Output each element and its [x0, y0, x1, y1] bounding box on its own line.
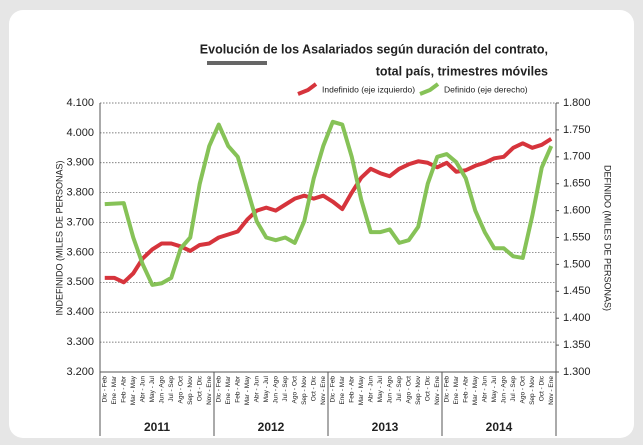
- x-tick-label: Oct - Dic: [424, 375, 431, 401]
- x-tick-label: Jun - Ago: [386, 376, 393, 404]
- y2-tick-label: 1.350: [563, 339, 591, 351]
- x-tick-label: Jul - Sep: [396, 376, 403, 402]
- x-tick-label: Ago - Oct: [519, 376, 526, 404]
- y2-tick-label: 1.650: [563, 178, 591, 190]
- y2-tick-label: 1.550: [563, 231, 591, 243]
- y-axis-label: INDEFINIDO (MILES DE PERSONAS): [54, 160, 64, 315]
- x-tick-label: Feb - Abr: [120, 375, 127, 403]
- x-tick-label: Ago - Oct: [177, 376, 184, 404]
- legend-swatch: [297, 82, 318, 96]
- legend-label: Indefinido (eje izquierdo): [322, 84, 415, 94]
- x-tick-label: Sep - Nov: [187, 375, 194, 405]
- x-tick-label: Sep - Nov: [301, 375, 308, 405]
- chart-subtitle: total país, trimestres móviles: [376, 64, 548, 78]
- x-tick-label: Ago - Oct: [405, 376, 412, 404]
- y2-tick-label: 1.400: [563, 312, 591, 324]
- x-tick-label: Dic - Feb: [101, 376, 108, 403]
- x-tick-label: Abr - Jun: [139, 376, 146, 403]
- x-tick-label: Feb - Abr: [462, 375, 469, 403]
- legend-swatch: [419, 82, 440, 96]
- x-tick-label: Jul - Sep: [168, 376, 175, 402]
- x-tick-label: May - Jul: [263, 375, 270, 402]
- card: [9, 10, 634, 438]
- x-tick-label: Oct - Dic: [196, 375, 203, 401]
- y-tick-label: 3.300: [66, 336, 94, 348]
- chart-title: Evolución de los Asalariados según durac…: [200, 42, 548, 56]
- year-label: 2013: [372, 420, 399, 434]
- x-tick-label: Feb - Abr: [234, 375, 241, 403]
- x-tick-label: Sep - Nov: [415, 375, 422, 405]
- x-tick-label: Jul - Sep: [510, 376, 517, 402]
- x-tick-label: Oct - Dic: [310, 375, 317, 401]
- series-line: [104, 137, 553, 285]
- y2-axis-label: DEFINIDO (MILES DE PERSONAS): [603, 165, 613, 311]
- y2-tick-label: 1.450: [563, 285, 591, 297]
- title-bar: [207, 61, 267, 65]
- x-tick-label: Mar - May: [244, 375, 251, 405]
- x-tick-label: Abr - Jun: [481, 376, 488, 403]
- y-tick-label: 3.800: [66, 187, 94, 199]
- y2-tick-label: 1.750: [563, 124, 591, 136]
- x-tick-label: Mar - May: [358, 375, 365, 405]
- y-tick-label: 3.600: [66, 246, 94, 258]
- x-tick-label: May - Jul: [149, 375, 156, 402]
- x-tick-label: Ene - Mar: [453, 375, 460, 404]
- y-tick-label: 3.900: [66, 157, 94, 169]
- x-tick-label: Sep - Nov: [529, 375, 536, 405]
- y-tick-label: 4.100: [66, 97, 94, 109]
- year-label: 2014: [486, 420, 513, 434]
- x-tick-label: Feb - Abr: [348, 375, 355, 403]
- x-tick-label: May - Jul: [377, 375, 384, 402]
- x-tick-label: Nov - Ene: [320, 376, 327, 405]
- y2-tick-label: 1.600: [563, 205, 591, 217]
- x-tick-label: Dic - Feb: [329, 376, 336, 403]
- x-tick-label: Jun - Ago: [500, 376, 507, 404]
- y2-tick-label: 1.700: [563, 151, 591, 163]
- x-tick-label: Mar - May: [130, 375, 137, 405]
- x-tick-label: Ago - Oct: [291, 376, 298, 404]
- x-tick-label: Ene - Mar: [339, 375, 346, 404]
- y2-tick-label: 1.800: [563, 97, 591, 109]
- x-tick-label: Nov - Ene: [206, 376, 213, 405]
- x-tick-label: Oct - Dic: [538, 375, 545, 401]
- x-tick-label: Abr - Jun: [367, 376, 374, 403]
- y-tick-label: 4.000: [66, 127, 94, 139]
- x-tick-label: Nov - Ene: [434, 376, 441, 405]
- x-tick-label: Mar - May: [472, 375, 479, 405]
- series-line: [104, 119, 554, 287]
- x-tick-label: Nov - Ene: [548, 376, 555, 405]
- x-tick-label: Jul - Sep: [282, 376, 289, 402]
- y-tick-label: 3.200: [66, 366, 94, 378]
- year-label: 2011: [144, 420, 170, 434]
- x-tick-label: Ene - Mar: [225, 375, 232, 404]
- y-tick-label: 3.700: [66, 216, 94, 228]
- x-tick-label: Abr - Jun: [253, 376, 260, 403]
- x-tick-label: Jun - Ago: [272, 376, 279, 404]
- y2-tick-label: 1.500: [563, 258, 591, 270]
- y-tick-label: 3.500: [66, 276, 94, 288]
- x-tick-label: Jun - Ago: [158, 376, 165, 404]
- y-tick-label: 3.400: [66, 306, 94, 318]
- y2-tick-label: 1.300: [563, 366, 591, 378]
- legend-label: Definido (eje derecho): [444, 84, 528, 94]
- x-tick-label: Dic - Feb: [215, 376, 222, 403]
- x-tick-label: Ene - Mar: [111, 375, 118, 404]
- x-tick-label: Dic - Feb: [443, 376, 450, 403]
- x-tick-label: May - Jul: [491, 375, 498, 402]
- year-label: 2012: [258, 420, 285, 434]
